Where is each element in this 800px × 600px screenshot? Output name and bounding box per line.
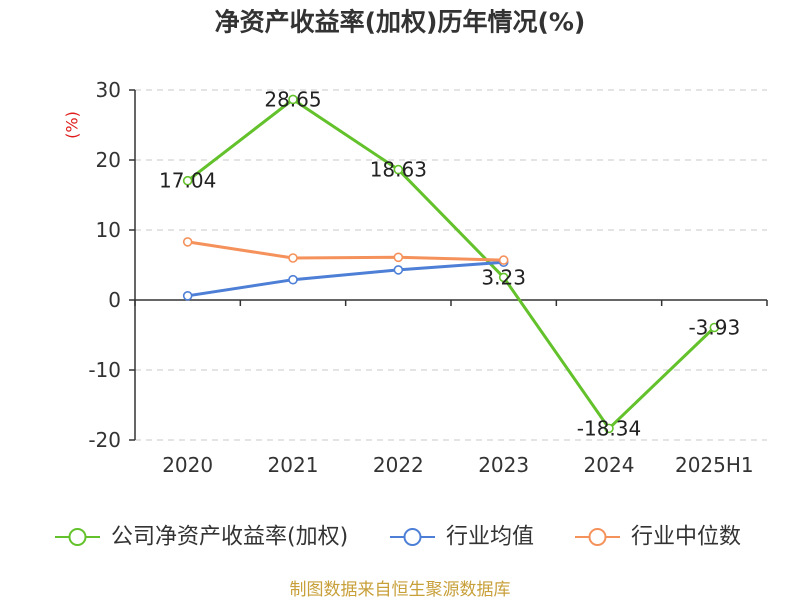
legend-label: 行业中位数 xyxy=(631,525,741,550)
data-point xyxy=(288,94,298,105)
x-tick-label: 2025H1 xyxy=(675,453,754,477)
data-label: 17.04 xyxy=(159,169,216,193)
legend-item: 公司净资产收益率(加权) xyxy=(55,525,348,550)
data-point xyxy=(604,423,614,434)
legend-item: 行业均值 xyxy=(390,525,534,550)
data-point xyxy=(288,253,298,263)
series-layer xyxy=(182,94,720,434)
y-tick-label: 10 xyxy=(96,218,121,242)
series-line xyxy=(186,240,506,262)
data-point xyxy=(182,290,193,301)
y-tick-label: 20 xyxy=(96,148,121,172)
data-label: -18.34 xyxy=(577,416,641,440)
legend-label: 行业均值 xyxy=(446,525,534,550)
data-point xyxy=(288,274,298,285)
data-point xyxy=(393,265,404,275)
data-label: 28.65 xyxy=(264,87,321,111)
x-axis: 2020 2021 2022 2023 2024 2025H1 xyxy=(134,299,768,477)
x-tick-label: 2021 xyxy=(268,453,319,477)
x-tick-label: 2024 xyxy=(584,453,635,477)
legend-label: 公司净资产收益率(加权) xyxy=(111,525,348,550)
legend-marker-icon xyxy=(588,528,607,546)
data-point xyxy=(182,237,193,247)
x-tick-label: 2022 xyxy=(373,453,424,477)
legend-marker-icon xyxy=(68,528,87,546)
y-tick-label: 0 xyxy=(108,288,121,312)
series-line xyxy=(186,260,506,298)
y-tick-label: -10 xyxy=(88,358,121,382)
company-roe-series xyxy=(182,94,720,434)
y-tick-label: -20 xyxy=(88,428,121,452)
data-point xyxy=(709,322,720,333)
legend-marker-icon xyxy=(403,528,422,546)
y-axis-label: (%) xyxy=(63,111,82,139)
data-label: -3.93 xyxy=(688,316,740,340)
chart-title: 净资产收益率(加权)历年情况(%) xyxy=(215,8,586,37)
data-label: 3.23 xyxy=(481,265,526,289)
series-line xyxy=(186,98,716,430)
x-tick-label: 2023 xyxy=(478,453,529,477)
y-tick-label: 30 xyxy=(96,78,121,102)
legend: 公司净资产收益率(加权) 行业均值 行业中位数 xyxy=(55,525,741,550)
data-label: 18.63 xyxy=(370,158,427,182)
data-point xyxy=(393,252,404,263)
y-axis: 30 20 10 0 -10 -20 xyxy=(88,78,136,452)
data-point xyxy=(393,164,404,175)
data-point xyxy=(498,272,509,283)
legend-item: 行业中位数 xyxy=(575,525,741,550)
data-labels: 17.04 28.65 18.63 3.23 -18.34 -3.93 xyxy=(159,87,740,440)
data-point xyxy=(182,175,193,186)
data-point xyxy=(498,255,509,265)
industry-median-series xyxy=(182,237,509,265)
source-note: 制图数据来自恒生聚源数据库 xyxy=(290,580,511,600)
x-tick-label: 2020 xyxy=(162,453,213,477)
